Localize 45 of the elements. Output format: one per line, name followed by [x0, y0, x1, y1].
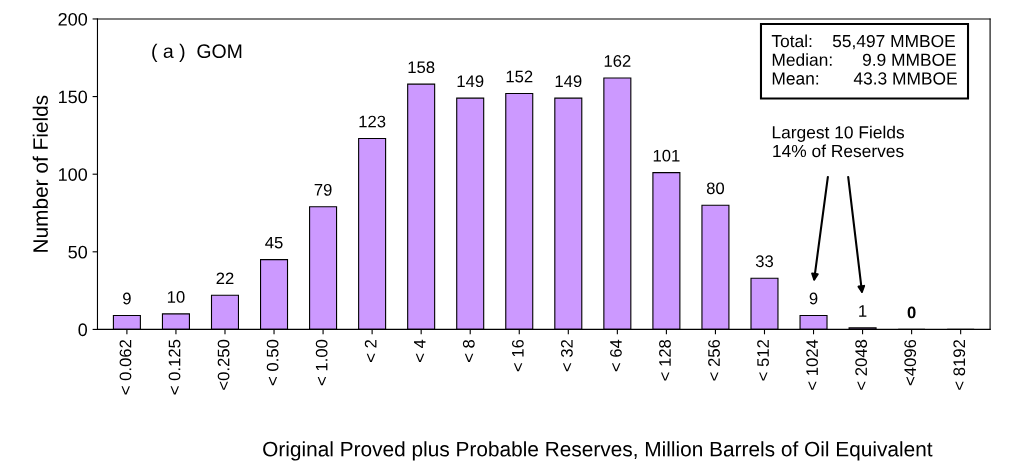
x-tick-label: < 1.00 — [315, 339, 328, 386]
x-tick-label: <4096 — [904, 339, 917, 386]
x-tick-label: < 8192 — [953, 339, 966, 390]
data-label: 149 — [457, 75, 484, 88]
x-tick-label: <0.250 — [217, 339, 230, 390]
y-tick-label: 50 — [68, 245, 88, 259]
x-tick-label: < 2048 — [855, 339, 868, 390]
annotation: Total: 55,497 MMBOE Median: 9.9 MMBOE Mean: 43.3 MMBOE — [771, 34, 957, 85]
x-tick-label: < 32 — [560, 339, 573, 372]
data-label: 101 — [653, 149, 680, 162]
data-label: 22 — [216, 272, 234, 285]
x-tick-label: < 256 — [708, 339, 720, 381]
x-tick-label: < 8 — [462, 339, 475, 362]
x-tick-label: < 4 — [414, 339, 426, 362]
x-tick-label: < 128 — [659, 339, 671, 381]
data-label: 9 — [809, 292, 818, 305]
x-tick-label: < 16 — [511, 339, 524, 372]
data-label: 33 — [755, 255, 774, 268]
data-label: 162 — [604, 55, 631, 67]
data-label: 1 — [859, 305, 867, 317]
data-label: 152 — [506, 70, 533, 83]
data-label: 9 — [123, 292, 131, 305]
x-tick-label: < 0.50 — [266, 339, 279, 386]
x-axis-title: Original Proved plus Probable Reserves, Million Barrels of Oil Equivalent — [263, 441, 933, 461]
x-tick-label: < 2 — [364, 339, 377, 362]
data-label: 158 — [408, 61, 435, 74]
annotation: Largest 10 Fields 14% of Reserves — [772, 125, 905, 158]
data-label: 45 — [265, 236, 283, 249]
data-label: 0 — [907, 306, 916, 319]
data-label: 80 — [706, 182, 725, 195]
x-tick-label: < 0.125 — [168, 339, 181, 395]
y-axis-title: Number of Fields — [32, 95, 48, 252]
x-tick-label: < 1024 — [806, 339, 818, 390]
y-tick-label: 100 — [59, 168, 88, 181]
data-label: 149 — [555, 75, 582, 88]
x-tick-label: < 64 — [610, 339, 622, 372]
y-tick-label: 0 — [78, 323, 88, 337]
annotation: ( a ) GOM — [152, 43, 242, 62]
data-label: 79 — [314, 183, 332, 196]
x-tick-label: < 512 — [757, 339, 769, 381]
y-tick-label: 200 — [58, 12, 88, 26]
data-label: 10 — [167, 291, 185, 303]
data-label: 123 — [359, 115, 386, 128]
x-tick-label: < 0.062 — [119, 339, 132, 395]
y-tick-label: 150 — [59, 90, 88, 104]
